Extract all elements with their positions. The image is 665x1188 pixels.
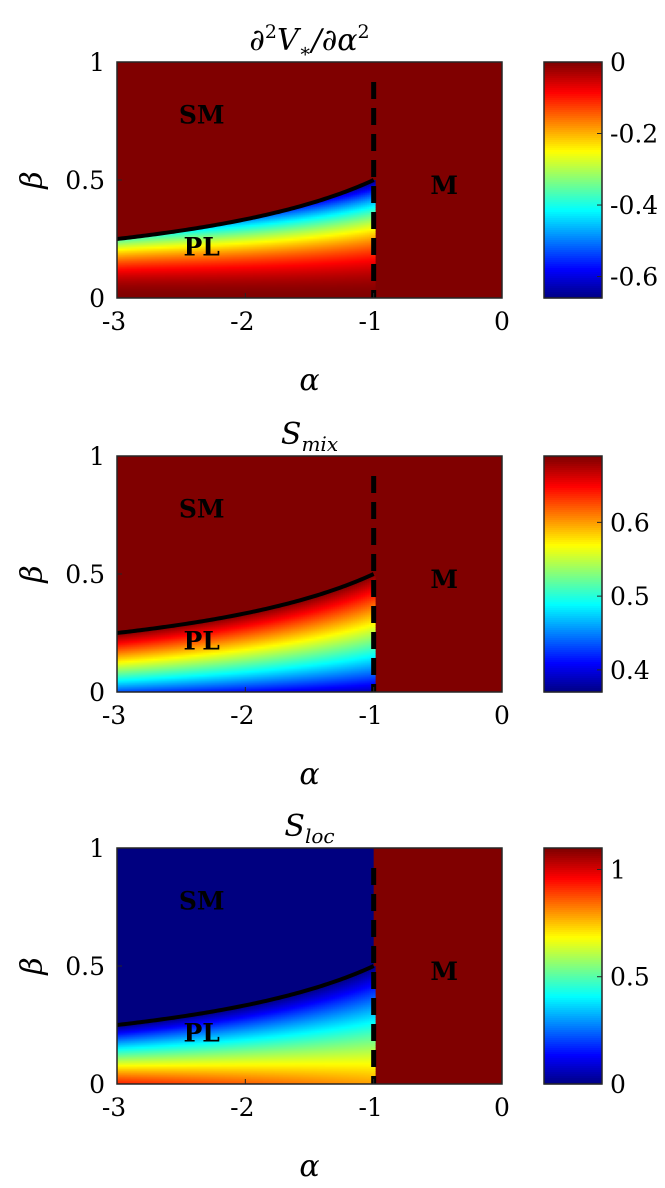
y-tick-label: 0 [89,678,105,707]
x-tick-label: -3 [102,701,126,730]
colorbar: 10.50 [543,847,650,1099]
x-tick-label: -3 [102,307,126,336]
y-tick-label: 0.5 [65,166,105,195]
x-tick-label: -1 [358,701,382,730]
sm-region [117,848,374,1025]
x-tick-label: 0 [494,701,510,730]
chart-title: Smix [281,417,338,456]
y-axis-label: β [15,171,50,189]
region-label-m: M [430,171,458,200]
x-tick-label: -1 [358,307,382,336]
chart-title: Sloc [284,809,334,848]
colorbar-tick-label: 0.5 [610,963,650,992]
y-tick-label: 1 [89,48,105,77]
region-label-pl: PL [184,627,221,656]
phase-boundary-curve [117,572,375,635]
x-axis-label: α [299,757,319,792]
heatmap-area [117,62,502,298]
chart-panel-2: SM PL M -3 -2 -1 0 0 0.5 1 α β Smix 0.6 0.5 0.4 [15,417,650,792]
y-axis-label: β [15,565,50,583]
region-label-sm: SM [179,100,225,129]
y-tick-label: 0.5 [65,560,105,589]
colorbar-tick-label: 0.5 [610,582,650,611]
phase-boundary-curve [117,178,375,241]
pl-region-field [117,574,376,692]
y-tick-label: 0 [89,1070,105,1099]
heatmap-area [117,848,502,1084]
region-label-sm: SM [179,494,225,523]
region-label-pl: PL [184,233,221,262]
y-tick-label: 0 [89,284,105,313]
colorbar-tick-label: 0 [610,1070,626,1099]
x-axis-label: α [299,1149,319,1184]
pl-region-field [117,966,376,1084]
region-label-m: M [430,565,458,594]
x-tick-label: -1 [358,1093,382,1122]
region-label-sm: SM [179,886,225,915]
x-tick-label: -3 [102,1093,126,1122]
x-tick-label: -2 [230,307,254,336]
colorbar-tick-label: 1 [610,855,626,884]
colorbar-frame [543,61,603,299]
y-tick-label: 0.5 [65,952,105,981]
pl-region-field [117,180,376,298]
x-tick-label: 0 [494,1093,510,1122]
y-tick-label: 1 [89,442,105,471]
chart-panel-1: SM PL M -3 -2 -1 0 0 0.5 1 α β ∂2V∗/∂α2 0 -0.2 -0.4 -0.6 [15,21,658,398]
chart-title: ∂2V∗/∂α2 [249,21,369,62]
phase-boundary-curve [117,964,375,1027]
colorbar-tick-label: -0.6 [610,263,658,292]
x-axis-label: α [299,363,319,398]
colorbar: 0.6 0.5 0.4 [543,455,650,693]
x-tick-label: 0 [494,307,510,336]
x-tick-label: -2 [230,701,254,730]
colorbar-tick-label: 0.6 [610,508,650,537]
colorbar-tick-label: -0.2 [610,120,658,149]
y-axis-label: β [15,957,50,975]
colorbar-frame [543,455,603,693]
heatmap-area [117,456,502,692]
region-label-pl: PL [184,1019,221,1048]
colorbar-frame [543,847,603,1085]
region-label-m: M [430,957,458,986]
colorbar-tick-label: -0.4 [610,191,658,220]
colorbar-tick-label: 0.4 [610,656,650,685]
x-tick-label: -2 [230,1093,254,1122]
colorbar: 0 -0.2 -0.4 -0.6 [543,48,658,299]
colorbar-tick-label: 0 [610,48,626,77]
y-tick-label: 1 [89,834,105,863]
